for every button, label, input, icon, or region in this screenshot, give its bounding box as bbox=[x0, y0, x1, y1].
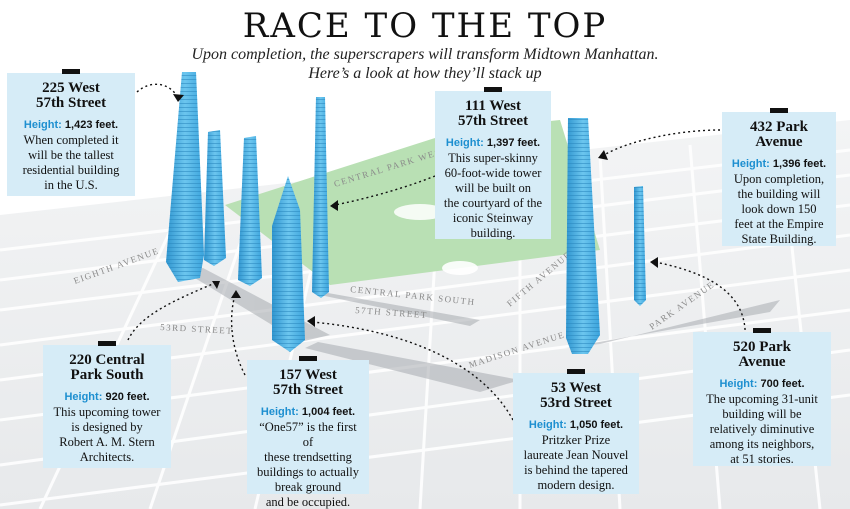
page-title: RACE TO THE TOP bbox=[242, 6, 608, 46]
callout-tab bbox=[770, 108, 788, 113]
callout-tab bbox=[98, 341, 116, 346]
callout-tab bbox=[484, 87, 502, 92]
callout-111-west-57th: 111 West 57th Street Height: 1,397 feet. … bbox=[435, 87, 551, 240]
street-label-53rd-street: 53RD STREET bbox=[160, 322, 234, 336]
callout-53-west-53rd: 53 West 53rd Street Height: 1,050 feet. P… bbox=[513, 369, 639, 494]
building-name: 520 Park Avenue bbox=[733, 339, 791, 370]
building-description: Height: 1,004 feet. “One57” is the first… bbox=[256, 406, 360, 509]
height-label: Height: bbox=[260, 406, 299, 418]
building-name: 432 Park Avenue bbox=[750, 119, 808, 150]
tower-53-west-53rd bbox=[272, 176, 305, 352]
tower-157-west-57th bbox=[238, 136, 262, 286]
building-name: 111 West 57th Street bbox=[457, 98, 529, 129]
tower-111-west-57th bbox=[312, 97, 329, 298]
tower-520-park-avenue bbox=[634, 186, 646, 306]
callout-225-west-57th: 225 West 57th Street Height: 1,423 feet. … bbox=[7, 69, 135, 196]
building-name: 53 West 53rd Street bbox=[540, 380, 612, 411]
park-lake bbox=[394, 204, 446, 220]
height-label: Height: bbox=[64, 391, 103, 403]
height-label: Height: bbox=[731, 158, 770, 170]
height-value: 1,004 feet. bbox=[301, 406, 356, 418]
callout-220-central-park-south: 220 Central Park South Height: 920 feet. … bbox=[43, 341, 171, 468]
building-name: 157 West 57th Street bbox=[272, 367, 344, 398]
building-description: Height: 1,423 feet. When completed it wi… bbox=[22, 119, 120, 192]
building-description: Height: 1,397 feet. This super-skinny 60… bbox=[443, 137, 543, 240]
height-value: 1,397 feet. bbox=[486, 137, 541, 149]
building-name: 225 West 57th Street bbox=[35, 80, 107, 111]
tower-225-west-57th bbox=[166, 72, 204, 282]
building-description: Height: 1,050 feet. Pritzker Prize laure… bbox=[523, 419, 629, 492]
callout-432-park-avenue: 432 Park Avenue Height: 1,396 feet. Upon … bbox=[722, 108, 836, 246]
height-value: 920 feet. bbox=[105, 391, 150, 403]
callout-tab bbox=[299, 356, 317, 361]
callout-tab bbox=[62, 69, 80, 74]
height-value: 700 feet. bbox=[760, 378, 805, 390]
height-value: 1,050 feet. bbox=[569, 419, 624, 431]
callout-520-park-avenue: 520 Park Avenue Height: 700 feet. The upc… bbox=[693, 328, 831, 466]
height-label: Height: bbox=[719, 378, 758, 390]
leader-lines bbox=[127, 83, 746, 421]
callout-tab bbox=[753, 328, 771, 333]
callout-157-west-57th: 157 West 57th Street Height: 1,004 feet. … bbox=[247, 356, 369, 509]
tower-432-park-avenue bbox=[566, 118, 600, 354]
height-label: Height: bbox=[445, 137, 484, 149]
building-description: Height: 920 feet. This upcoming tower is… bbox=[53, 391, 161, 464]
tower-220-central-park-south bbox=[204, 130, 226, 266]
arrow-heads bbox=[173, 94, 658, 327]
height-label: Height: bbox=[23, 119, 62, 131]
building-description: Height: 700 feet. The upcoming 31-unit b… bbox=[706, 378, 818, 466]
height-value: 1,423 feet. bbox=[64, 119, 119, 131]
subtitle-line-2: Here’s a look at how they’ll stack up bbox=[308, 65, 542, 82]
subtitle-line-1: Upon completion, the superscrapers will … bbox=[191, 46, 659, 63]
height-value: 1,396 feet. bbox=[772, 158, 827, 170]
park-pond bbox=[442, 261, 478, 275]
callout-tab bbox=[567, 369, 585, 374]
height-label: Height: bbox=[528, 419, 567, 431]
building-description: Height: 1,396 feet. Upon completion, the… bbox=[731, 158, 827, 246]
building-name: 220 Central Park South bbox=[69, 352, 145, 383]
